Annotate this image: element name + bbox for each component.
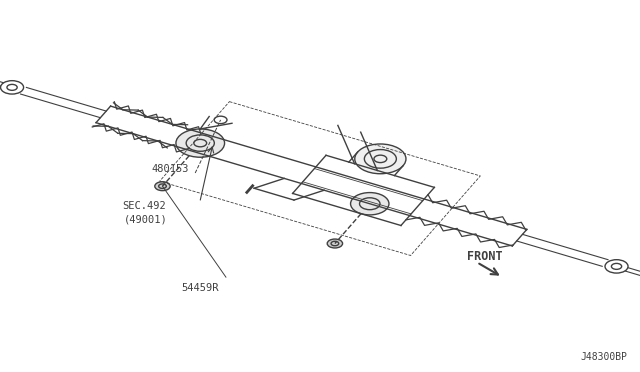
Text: J48300BP: J48300BP <box>580 352 627 362</box>
Circle shape <box>351 193 389 215</box>
Circle shape <box>176 129 225 157</box>
Circle shape <box>327 239 342 248</box>
Text: FRONT: FRONT <box>467 250 503 263</box>
Text: SEC.492: SEC.492 <box>123 202 166 211</box>
Text: 54459R: 54459R <box>181 283 219 293</box>
Circle shape <box>155 182 170 190</box>
Circle shape <box>355 144 406 174</box>
Text: (49001): (49001) <box>124 215 168 224</box>
Text: 480153: 480153 <box>151 164 189 174</box>
